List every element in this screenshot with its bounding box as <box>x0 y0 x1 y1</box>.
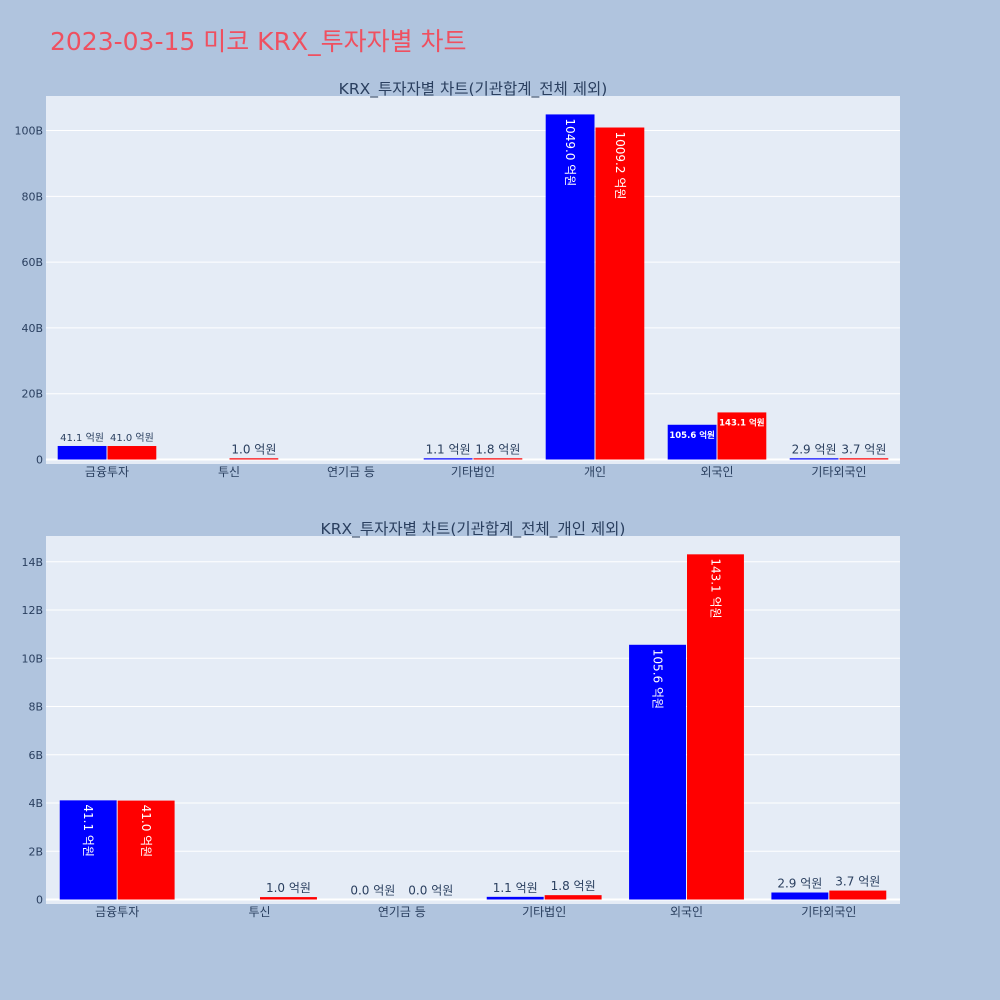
bar-label: 0.0 억원 <box>408 884 453 898</box>
x-tick-label: 투신 <box>218 465 240 479</box>
y-tick-label: 14B <box>21 556 43 569</box>
bar-label: 1.8 억원 <box>475 442 520 456</box>
y-tick-label: 4B <box>28 797 43 810</box>
bar-label: 41.1 억원 <box>60 432 104 444</box>
bar-1 <box>423 458 473 460</box>
bar-2 <box>829 890 887 900</box>
bar-label: 1.0 억원 <box>266 881 311 895</box>
chart-title: KRX_투자자별 차트(기관합계_전체_개인 제외) <box>321 520 626 539</box>
bar-label: 1.1 억원 <box>426 442 471 456</box>
x-tick-label: 투신 <box>248 905 270 919</box>
bar-label: 143.1 억원 <box>708 558 722 618</box>
y-tick-label: 12B <box>21 604 43 617</box>
bar-1 <box>59 800 117 900</box>
x-tick-label: 금융투자 <box>95 905 139 919</box>
chart-title: KRX_투자자별 차트(기관합계_전체 제외) <box>339 80 608 99</box>
bar-label: 0.0 억원 <box>350 884 395 898</box>
y-tick-label: 100B <box>14 125 43 138</box>
x-tick-label: 기타외국인 <box>811 465 866 479</box>
y-tick-label: 60B <box>21 256 43 269</box>
x-tick-label: 기타법인 <box>522 905 566 919</box>
bar-label: 105.6 억원 <box>651 649 665 709</box>
bar-label: 3.7 억원 <box>835 875 880 889</box>
bar-label: 1049.0 억원 <box>563 118 577 186</box>
bar-label: 143.1 억원 <box>719 417 765 428</box>
bar-2 <box>117 800 175 900</box>
page-title: 2023-03-15 미코 KRX_투자자별 차트 <box>50 27 467 56</box>
y-tick-label: 20B <box>21 388 43 401</box>
bar-label: 105.6 억원 <box>669 430 715 441</box>
x-tick-label: 외국인 <box>670 905 703 919</box>
y-tick-label: 10B <box>21 652 43 665</box>
x-tick-label: 연기금 등 <box>378 905 426 919</box>
bar-label: 1.8 억원 <box>551 879 596 893</box>
bar-label: 1.1 억원 <box>493 881 538 895</box>
bar-2 <box>229 458 279 460</box>
x-tick-label: 개인 <box>584 465 606 479</box>
x-tick-label: 외국인 <box>700 465 733 479</box>
y-tick-label: 2B <box>28 845 43 858</box>
bar-label: 1009.2 억원 <box>613 132 627 200</box>
x-tick-label: 연기금 등 <box>327 465 375 479</box>
chart-1: 0 20B 40B 60B 80B 100B KRX_투자자별 차트(기관합계_전체 제외)… <box>14 80 900 479</box>
y-tick-label: 80B <box>21 190 43 203</box>
y-tick-label: 0 <box>36 894 43 907</box>
bar-2 <box>717 412 767 460</box>
bar-label: 41.0 억원 <box>139 805 153 858</box>
bar-1 <box>486 896 544 900</box>
bar-2 <box>839 458 889 460</box>
bar-2 <box>544 895 602 900</box>
chart-2: 0 2B 4B 6B 8B 10B 12B 14B KRX_투자자별 차트(기관합계_전체_개인… <box>21 520 900 919</box>
y-tick-label: 0 <box>36 454 43 467</box>
plot-area <box>46 96 900 464</box>
bar-1 <box>667 424 717 460</box>
bar-1 <box>57 445 107 460</box>
bar-label: 41.0 억원 <box>110 432 154 444</box>
x-tick-label: 기타법인 <box>451 465 495 479</box>
y-tick-label: 40B <box>21 322 43 335</box>
bar-2 <box>260 897 317 900</box>
bar-2 <box>473 458 523 460</box>
bar-1 <box>545 114 595 460</box>
y-tick-label: 8B <box>28 701 43 714</box>
x-tick-label: 기타외국인 <box>801 905 856 919</box>
bar-1 <box>771 892 829 900</box>
x-tick-label: 금융투자 <box>85 465 129 479</box>
bar-2 <box>595 127 645 460</box>
bar-1 <box>629 644 686 900</box>
bar-label: 3.7 억원 <box>841 442 886 456</box>
plot-area <box>46 536 900 904</box>
bar-1 <box>789 458 839 460</box>
bar-2 <box>107 446 157 460</box>
bar-label: 2.9 억원 <box>777 877 822 891</box>
y-tick-label: 6B <box>28 749 43 762</box>
bar-label: 2.9 억원 <box>792 442 837 456</box>
bar-2 <box>687 554 744 900</box>
bar-label: 1.0 억원 <box>231 442 276 456</box>
bar-label: 41.1 억원 <box>81 804 95 857</box>
